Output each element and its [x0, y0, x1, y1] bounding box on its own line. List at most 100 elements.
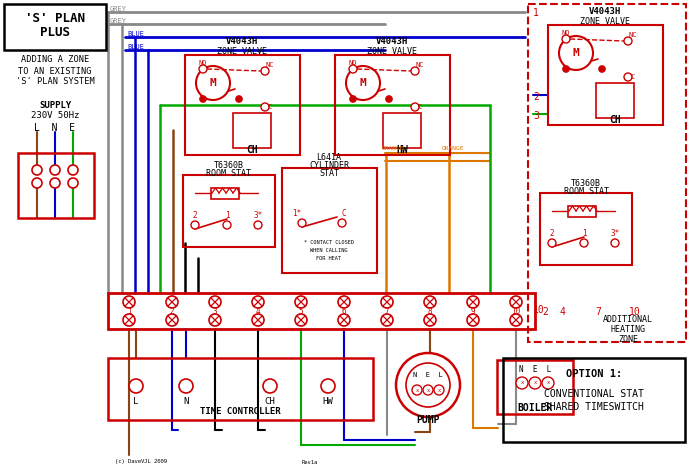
Circle shape	[467, 314, 479, 326]
Bar	[183, 175, 275, 247]
Text: 10: 10	[533, 305, 544, 315]
Bar	[4, 4, 106, 50]
Text: NC: NC	[266, 62, 274, 68]
Text: L641A: L641A	[317, 154, 342, 162]
Text: Rev1a: Rev1a	[302, 460, 318, 465]
Circle shape	[191, 221, 199, 229]
Circle shape	[123, 296, 135, 308]
Bar	[548, 25, 663, 125]
Text: 1: 1	[127, 307, 131, 315]
Circle shape	[209, 296, 221, 308]
Text: 3: 3	[533, 111, 539, 121]
Circle shape	[223, 221, 231, 229]
Circle shape	[32, 165, 42, 175]
Circle shape	[510, 296, 522, 308]
Text: 230V 50Hz: 230V 50Hz	[31, 111, 79, 120]
Text: HEATING: HEATING	[611, 326, 646, 335]
Circle shape	[599, 66, 605, 72]
Bar	[233, 113, 271, 148]
Circle shape	[529, 377, 541, 389]
Circle shape	[423, 385, 433, 395]
Text: 4: 4	[256, 307, 260, 315]
Bar	[596, 83, 634, 118]
Text: ADDING A ZONE: ADDING A ZONE	[21, 56, 89, 65]
Circle shape	[254, 221, 262, 229]
Text: PUMP: PUMP	[416, 415, 440, 425]
Circle shape	[424, 296, 436, 308]
Circle shape	[580, 239, 588, 247]
Circle shape	[261, 103, 269, 111]
Text: 6: 6	[342, 307, 346, 315]
Text: L  N  E: L N E	[34, 123, 76, 133]
Circle shape	[542, 377, 554, 389]
Text: x: x	[415, 388, 419, 393]
Text: CH: CH	[246, 145, 258, 155]
Text: C: C	[342, 210, 346, 219]
Text: HW: HW	[396, 145, 408, 155]
Text: T6360B: T6360B	[571, 178, 601, 188]
Bar	[335, 55, 450, 155]
Text: 2: 2	[170, 307, 175, 315]
Circle shape	[349, 65, 357, 73]
Bar	[503, 358, 685, 442]
Text: ZONE VALVE: ZONE VALVE	[217, 46, 267, 56]
Circle shape	[624, 73, 632, 81]
Circle shape	[346, 66, 380, 100]
Text: 3*: 3*	[253, 211, 263, 219]
Text: TO AN EXISTING: TO AN EXISTING	[18, 66, 92, 75]
Text: 7: 7	[385, 307, 389, 315]
Text: x: x	[546, 380, 550, 386]
Text: C: C	[631, 74, 635, 80]
Circle shape	[611, 239, 619, 247]
Bar	[497, 360, 573, 414]
Text: ORANGE: ORANGE	[442, 146, 464, 151]
Text: BLUE: BLUE	[127, 44, 144, 50]
Text: PLUS: PLUS	[40, 27, 70, 39]
Text: WHEN CALLING: WHEN CALLING	[310, 249, 348, 254]
Circle shape	[261, 67, 269, 75]
Bar	[383, 113, 421, 148]
Circle shape	[166, 314, 178, 326]
Circle shape	[406, 363, 450, 407]
Text: NO: NO	[562, 30, 570, 36]
Circle shape	[236, 96, 242, 102]
Circle shape	[381, 314, 393, 326]
Text: ADDITIONAL: ADDITIONAL	[603, 315, 653, 324]
Circle shape	[548, 239, 556, 247]
Text: L: L	[133, 396, 139, 405]
Circle shape	[467, 296, 479, 308]
Circle shape	[32, 178, 42, 188]
Text: STAT: STAT	[319, 169, 339, 178]
Bar	[540, 193, 632, 265]
Bar	[211, 188, 239, 199]
Circle shape	[434, 385, 444, 395]
Text: 1: 1	[533, 8, 539, 18]
Circle shape	[295, 296, 307, 308]
Text: 'S' PLAN SYSTEM: 'S' PLAN SYSTEM	[16, 78, 95, 87]
Circle shape	[562, 35, 570, 43]
Text: C: C	[418, 104, 422, 110]
Text: V4043H: V4043H	[226, 37, 258, 46]
Text: 8: 8	[428, 307, 433, 315]
Text: 1: 1	[582, 228, 586, 237]
Circle shape	[624, 37, 632, 45]
Circle shape	[396, 353, 460, 417]
Text: 7: 7	[595, 307, 601, 317]
Text: 3*: 3*	[611, 228, 620, 237]
Bar	[282, 168, 377, 273]
Text: 2: 2	[542, 307, 548, 317]
Text: x: x	[437, 388, 441, 393]
Text: NC: NC	[629, 32, 638, 38]
Text: NC: NC	[416, 62, 424, 68]
Text: x: x	[533, 380, 537, 386]
Text: x: x	[426, 388, 430, 393]
Text: SUPPLY: SUPPLY	[39, 102, 71, 110]
Circle shape	[179, 379, 193, 393]
Circle shape	[338, 219, 346, 227]
Circle shape	[338, 314, 350, 326]
Bar	[18, 153, 94, 218]
Bar	[528, 4, 686, 342]
Circle shape	[252, 314, 264, 326]
Circle shape	[338, 296, 350, 308]
Circle shape	[381, 296, 393, 308]
